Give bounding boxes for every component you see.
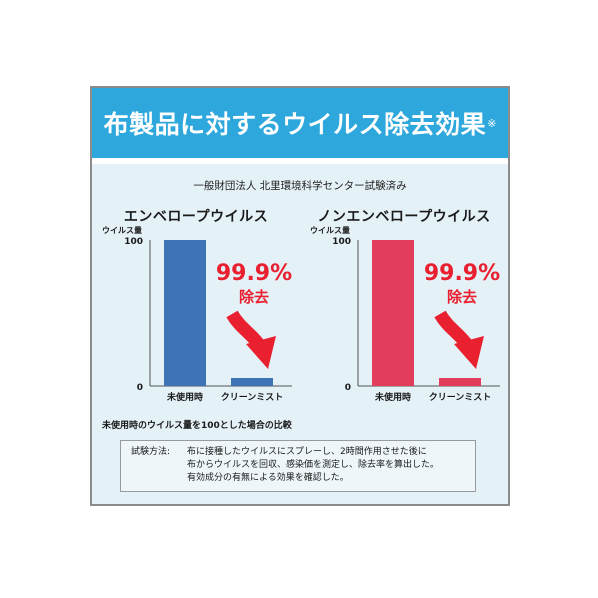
bar xyxy=(439,378,481,386)
arrow-head xyxy=(246,336,276,369)
chart-non-envelope-virus: ノンエンベロープウイルス ウイルス量 100 0 未使用時 クリーンミスト 99.9% 除去 xyxy=(300,206,508,406)
y-tick-label: 0 xyxy=(345,383,351,393)
title-banner: 布製品に対するウイルス除去効果 ※ xyxy=(92,88,508,164)
y-axis-label: ウイルス量 xyxy=(310,225,350,235)
x-tick-label: クリーンミスト xyxy=(429,392,492,403)
y-tick-label: 100 xyxy=(332,237,351,247)
down-curved-arrow-icon xyxy=(434,310,484,369)
method-text-2: 布からウイルスを回収、感染価を測定し、除去率を算出した。 xyxy=(187,460,440,470)
chart-envelope-virus: エンベロープウイルス ウイルス量 100 0 未使用時 クリーンミスト 99.9% 除去 xyxy=(92,206,300,406)
testing-organization: 一般財団法人 北里環境科学センター試験済み xyxy=(193,180,407,192)
chart-svg: ウイルス量 100 0 未使用時 クリーンミスト 99.9% 除去 xyxy=(310,225,500,403)
chart-title: ノンエンベロープウイルス xyxy=(317,209,491,225)
y-axis-label: ウイルス量 xyxy=(102,225,142,235)
reduction-percent-label: 99.9% xyxy=(216,261,292,286)
bar xyxy=(372,240,414,386)
bar xyxy=(164,240,206,386)
y-tick-label: 100 xyxy=(124,237,143,247)
arrow-shaft xyxy=(434,310,474,350)
arrow-head xyxy=(454,336,484,369)
method-line-1: 試験方法: 布に接種したウイルスにスプレーし、2時間作用させた後に xyxy=(131,446,465,459)
method-text-1: 布に接種したウイルスにスプレーし、2時間作用させた後に xyxy=(187,447,427,457)
title-note-mark: ※ xyxy=(487,116,497,130)
comparison-footnote: 未使用時のウイルス量を100とした場合の比較 xyxy=(102,421,292,431)
reduction-percent-label: 99.9% xyxy=(424,261,500,286)
y-tick-label: 0 xyxy=(137,383,143,393)
down-curved-arrow-icon xyxy=(226,310,276,369)
reduction-text-label: 除去 xyxy=(239,288,269,306)
page-title: 布製品に対するウイルス除去効果 xyxy=(103,110,487,139)
x-tick-label: 未使用時 xyxy=(374,391,411,403)
bar xyxy=(231,378,273,386)
chart-svg: ウイルス量 100 0 未使用時 クリーンミスト 99.9% 除去 xyxy=(102,225,292,403)
arrow-shaft xyxy=(226,310,266,350)
method-label: 試験方法: xyxy=(131,447,171,457)
infographic-frame: 布製品に対するウイルス除去効果 ※ 一般財団法人 北里環境科学センター試験済み エ… xyxy=(90,86,510,506)
x-tick-label: クリーンミスト xyxy=(221,392,284,403)
test-method-box: 試験方法: 布に接種したウイルスにスプレーし、2時間作用させた後に 布からウイルス… xyxy=(120,440,476,492)
method-text-3: 有効成分の有無による効果を確認した。 xyxy=(187,473,349,483)
reduction-text-label: 除去 xyxy=(447,288,477,306)
chart-title: エンベロープウイルス xyxy=(123,209,269,225)
x-tick-label: 未使用時 xyxy=(166,391,203,403)
